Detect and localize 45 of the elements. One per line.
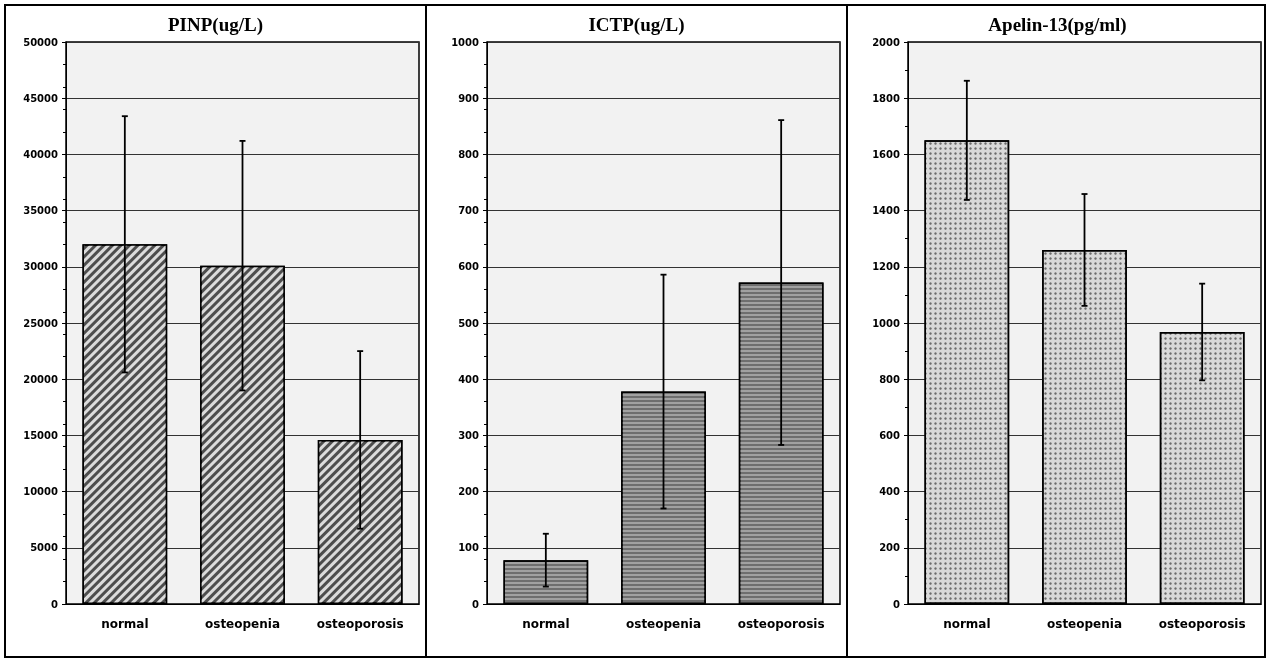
y-tick-label: 400	[458, 373, 480, 385]
chart-title: ICTP(ug/L)	[588, 14, 685, 36]
y-tick-label: 1000	[451, 36, 480, 48]
x-tick-label: osteoporosis	[1158, 617, 1246, 631]
y-tick-label: 500	[458, 317, 480, 329]
y-tick-label: 40000	[23, 148, 59, 160]
y-tick-label: 200	[458, 486, 480, 498]
y-tick-label: 1000	[872, 317, 901, 329]
chart-title: PINP(ug/L)	[168, 14, 263, 36]
y-tick-label: 300	[458, 429, 480, 441]
y-tick-label: 15000	[23, 429, 59, 441]
y-tick-label: 200	[879, 542, 901, 554]
y-tick-label: 35000	[23, 205, 59, 217]
x-tick-label: normal	[522, 617, 570, 631]
y-tick-label: 1400	[872, 205, 901, 217]
chart-title: Apelin-13(pg/ml)	[988, 14, 1127, 36]
y-tick-label: 25000	[23, 317, 59, 329]
x-tick-label: normal	[101, 617, 149, 631]
y-tick-label: 100	[458, 542, 480, 554]
x-tick-label: osteoporosis	[737, 617, 825, 631]
y-tick-label: 800	[879, 373, 901, 385]
x-tick-label: osteoporosis	[316, 617, 404, 631]
x-tick-label: osteopenia	[626, 617, 701, 631]
x-tick-label: osteopenia	[1047, 617, 1122, 631]
y-tick-label: 0	[893, 598, 901, 610]
y-tick-label: 20000	[23, 373, 59, 385]
y-tick-label: 45000	[23, 92, 59, 104]
y-tick-label: 50000	[23, 36, 59, 48]
y-tick-label: 1600	[872, 148, 901, 160]
y-tick-label: 400	[879, 486, 901, 498]
y-tick-label: 0	[472, 598, 480, 610]
y-tick-label: 900	[458, 92, 480, 104]
y-tick-label: 0	[51, 598, 59, 610]
x-tick-label: normal	[943, 617, 991, 631]
y-tick-label: 10000	[23, 486, 59, 498]
x-tick-label: osteopenia	[205, 617, 280, 631]
y-tick-label: 1800	[872, 92, 901, 104]
y-tick-label: 30000	[23, 261, 59, 273]
y-tick-label: 700	[458, 205, 480, 217]
y-tick-label: 800	[458, 148, 480, 160]
y-tick-label: 1200	[872, 261, 901, 273]
y-tick-label: 600	[879, 429, 901, 441]
y-tick-label: 5000	[30, 542, 59, 554]
y-tick-label: 2000	[872, 36, 901, 48]
y-tick-label: 600	[458, 261, 480, 273]
